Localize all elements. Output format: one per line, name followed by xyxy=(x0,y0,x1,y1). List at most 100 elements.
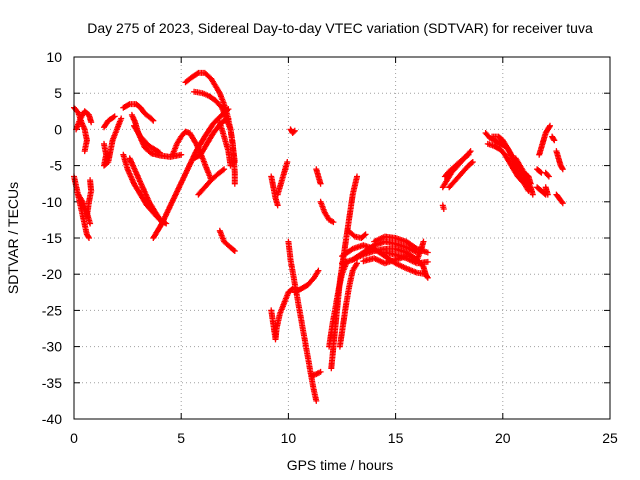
series-arc-02 xyxy=(73,108,95,133)
y-tick-label: -10 xyxy=(42,194,62,210)
y-tick-labels: -40 -35 -30 -25 -20 -15 -10 -5 0 5 10 xyxy=(42,49,62,427)
series-markers xyxy=(101,113,118,131)
series-markers xyxy=(101,115,125,169)
series-arc-08 xyxy=(120,101,157,124)
plot-frame xyxy=(73,56,611,420)
y-tick-label: 5 xyxy=(54,85,62,101)
series-arc-24 xyxy=(268,285,296,343)
y-tick-label: 10 xyxy=(46,49,62,65)
x-tick-label: 15 xyxy=(388,430,404,446)
series-markers xyxy=(287,126,298,136)
y-tick-label: -40 xyxy=(42,411,62,427)
series-arc-32 xyxy=(336,260,360,350)
series-markers xyxy=(268,285,296,343)
series-markers xyxy=(131,122,163,156)
series-arc-21 xyxy=(268,173,281,209)
x-tick-label: 0 xyxy=(70,430,78,446)
x-tick-label: 10 xyxy=(281,430,297,446)
series-markers xyxy=(191,88,238,165)
series-arc-27 xyxy=(309,368,324,379)
series-arc-55 xyxy=(553,148,566,173)
chart-title: Day 275 of 2023, Sidereal Day-to-day VTE… xyxy=(87,20,593,36)
series-markers xyxy=(553,148,566,173)
x-tick-labels: 0 5 10 15 20 25 xyxy=(70,430,618,446)
series-markers xyxy=(317,198,337,226)
x-tick-label: 25 xyxy=(602,430,618,446)
series-arc-06 xyxy=(101,113,118,131)
series-arc-39 xyxy=(381,249,431,267)
series-arc-57 xyxy=(542,169,552,180)
series-arc-10 xyxy=(131,122,163,156)
series-arc-26 xyxy=(291,267,322,296)
series-markers xyxy=(216,119,234,169)
series-arc-31 xyxy=(326,260,350,350)
series-arc-23 xyxy=(287,126,298,136)
x-tick-label: 20 xyxy=(495,430,511,446)
series-markers xyxy=(414,238,427,263)
series-markers xyxy=(268,173,281,209)
data-points xyxy=(71,69,566,404)
y-tick-label: -15 xyxy=(42,230,62,246)
series-markers xyxy=(446,159,476,191)
series-markers xyxy=(512,155,534,187)
series-arc-28 xyxy=(313,166,324,187)
series-markers xyxy=(120,101,157,124)
series-arc-05 xyxy=(83,177,95,220)
y-axis-label: SDTVAR / TECUs xyxy=(5,182,21,294)
series-markers xyxy=(195,166,228,198)
series-markers xyxy=(309,368,324,379)
series-arc-48 xyxy=(489,133,532,187)
series-arc-56 xyxy=(553,191,566,207)
x-axis-label: GPS time / hours xyxy=(287,457,394,473)
series-arc-36 xyxy=(349,238,420,263)
series-markers xyxy=(441,151,472,180)
series-arc-07 xyxy=(101,115,125,169)
series-arc-41 xyxy=(420,264,431,281)
series-arc-54 xyxy=(549,133,558,144)
series-markers xyxy=(313,166,324,187)
series-markers xyxy=(549,133,558,144)
y-tick-label: 0 xyxy=(54,121,62,137)
series-arc-18 xyxy=(191,88,238,165)
series-arc-44 xyxy=(446,159,476,191)
series-markers xyxy=(126,155,165,226)
series-markers xyxy=(553,191,566,207)
series-arc-29 xyxy=(317,198,337,226)
series-markers xyxy=(73,108,95,133)
series-markers xyxy=(381,249,431,267)
series-markers xyxy=(439,202,447,212)
series-markers xyxy=(489,133,532,187)
series-arc-16 xyxy=(195,166,228,198)
series-arc-22 xyxy=(274,159,291,198)
series-markers xyxy=(274,159,291,198)
series-markers xyxy=(326,260,350,350)
series-markers xyxy=(420,264,431,281)
series-arc-53 xyxy=(542,184,551,198)
series-markers xyxy=(542,184,551,198)
series-markers xyxy=(542,169,552,180)
series-arc-43 xyxy=(441,151,472,180)
y-tick-label: -20 xyxy=(42,266,62,282)
y-tick-label: -30 xyxy=(42,339,62,355)
x-tick-label: 5 xyxy=(177,430,185,446)
series-arc-33 xyxy=(345,227,369,241)
series-markers xyxy=(291,267,322,296)
y-tick-label: -5 xyxy=(50,158,63,174)
series-markers xyxy=(534,166,545,176)
series-arc-19 xyxy=(216,119,234,169)
series-arc-51 xyxy=(534,166,545,176)
series-arc-20 xyxy=(216,227,238,254)
series-markers xyxy=(83,177,95,220)
series-markers xyxy=(345,227,369,241)
series-arc-40 xyxy=(414,238,427,263)
series-arc-45 xyxy=(439,202,447,212)
series-arc-49 xyxy=(512,155,534,187)
y-tick-label: -35 xyxy=(42,375,62,391)
series-arc-50 xyxy=(536,122,553,158)
series-markers xyxy=(216,227,238,254)
series-arc-12 xyxy=(126,155,165,226)
series-markers xyxy=(536,122,553,158)
y-tick-label: -25 xyxy=(42,302,62,318)
series-markers xyxy=(336,260,360,350)
